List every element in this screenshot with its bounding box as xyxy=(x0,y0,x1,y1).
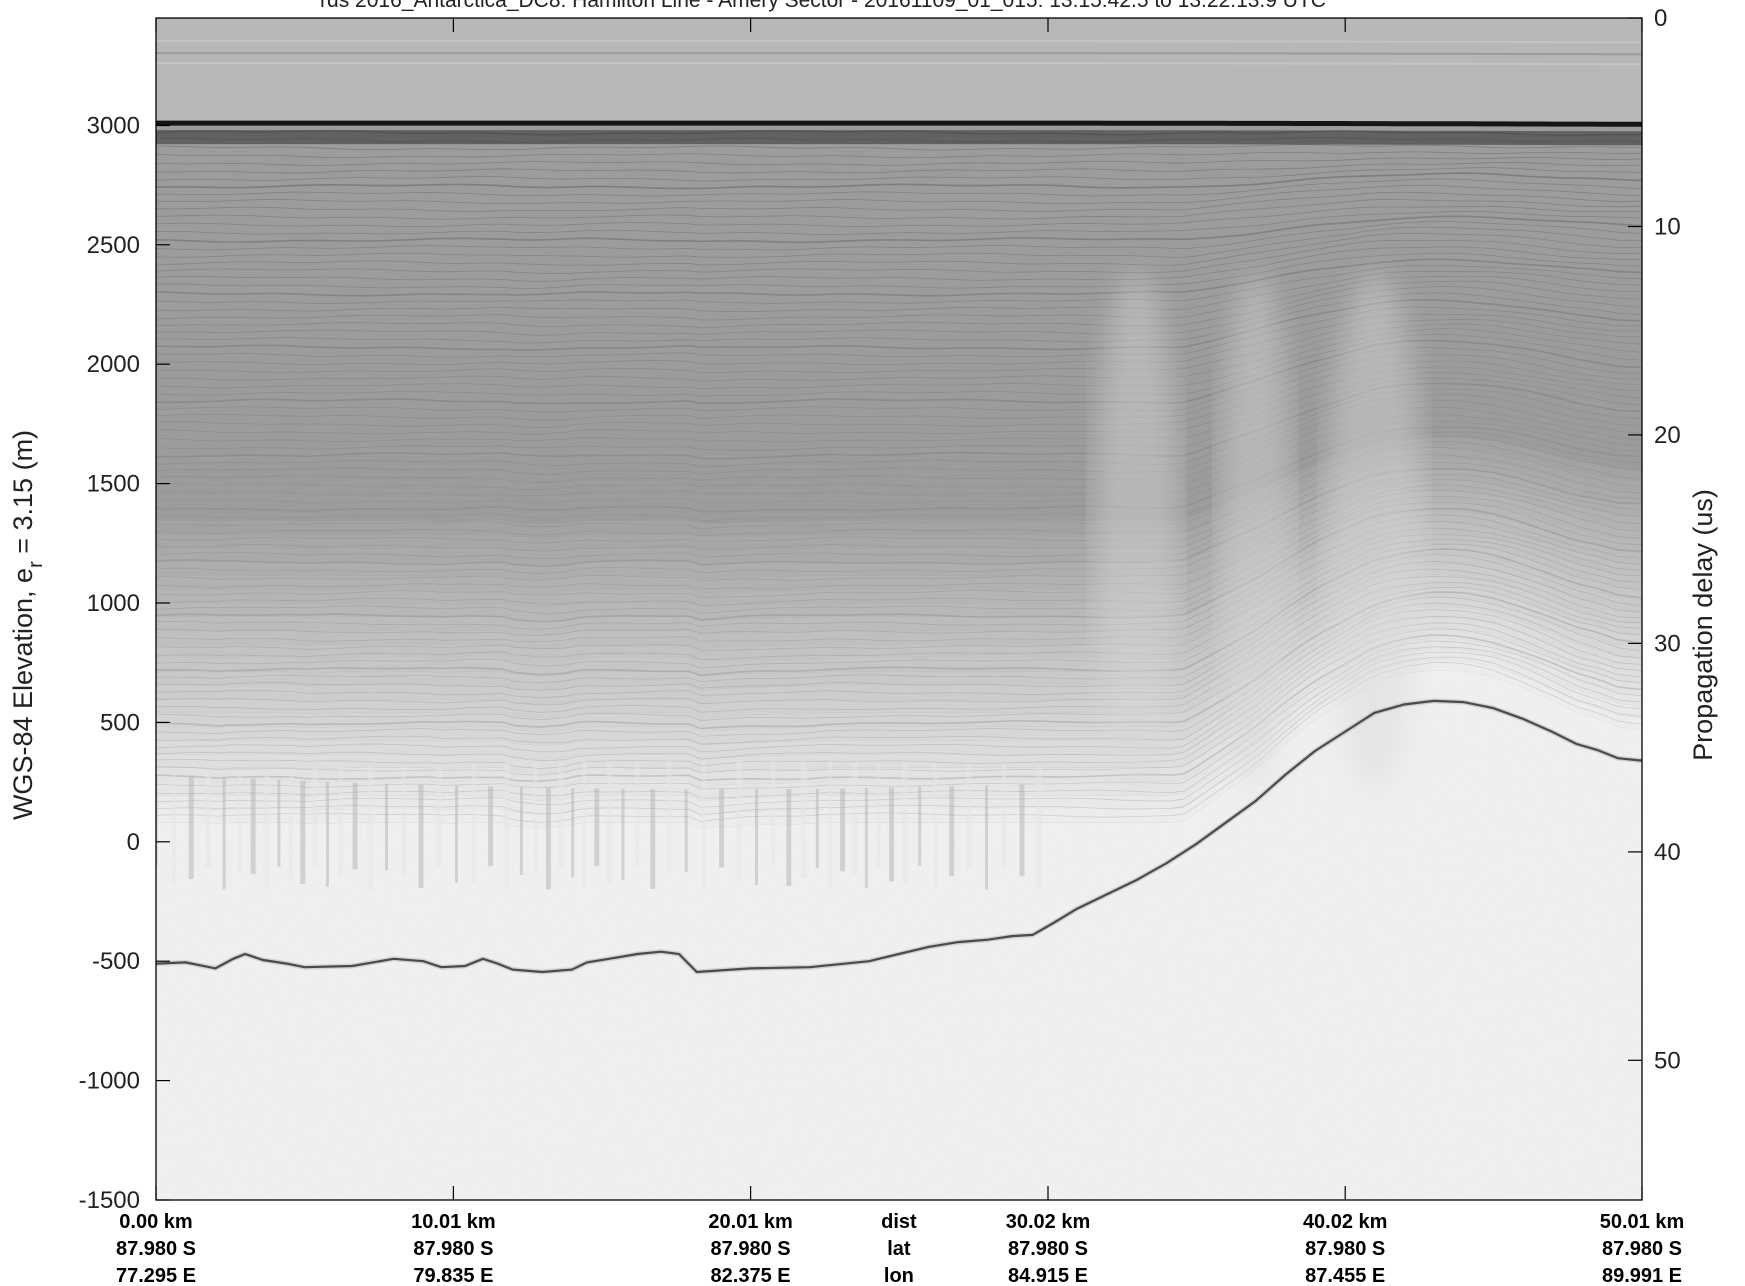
left-tick-label: 3000 xyxy=(87,113,140,140)
left-tick-label: -1000 xyxy=(79,1068,140,1095)
bed-reflector xyxy=(156,699,1642,974)
x-row-label-lat: lat xyxy=(887,1238,911,1260)
left-axis-title-subscript: r xyxy=(25,561,47,568)
ice-fade-band xyxy=(156,479,1642,594)
internal-layer xyxy=(156,240,1642,274)
surface-reflection-tail xyxy=(156,130,1642,146)
haze-column xyxy=(1326,271,1423,792)
left-axis-title-suffix: = 3.15 (m) xyxy=(8,430,38,561)
internal-layer xyxy=(156,280,1642,329)
internal-layer xyxy=(156,252,1642,289)
left-tick-label: 1000 xyxy=(87,590,140,617)
x-axis: 0.00 km 87.980 S 77.295 E 10.01 km 87.980 S 7… xyxy=(116,18,1684,1286)
left-tick-label: 1500 xyxy=(87,471,140,498)
internal-layer xyxy=(156,162,1642,174)
ice-fade-band xyxy=(156,500,1642,621)
internal-layer xyxy=(156,210,1642,235)
x-tick-label-lat: 87.980 S xyxy=(1008,1238,1088,1260)
left-axis: 3000 2500 2000 1500 1000 500 0 -500 -1000 -1500 xyxy=(79,113,170,1214)
x-tick-label-lat: 87.980 S xyxy=(711,1238,791,1260)
left-tick-label: -500 xyxy=(92,948,140,975)
haze-column xyxy=(1219,271,1292,792)
ice-fade-band xyxy=(156,574,1642,718)
right-tick-label: 30 xyxy=(1654,630,1681,657)
internal-layer xyxy=(156,199,1642,220)
haze-column xyxy=(1094,271,1179,792)
x-tick-label-dist: 50.01 km xyxy=(1600,1211,1685,1233)
x-tick-label-dist: 10.01 km xyxy=(411,1211,496,1233)
left-axis-title: WGS-84 Elevation, er = 3.15 (m) xyxy=(8,430,47,820)
x-tick-label-lat: 87.980 S xyxy=(1602,1238,1682,1260)
ice-fade-band xyxy=(156,627,1642,787)
x-tick-label-lat: 87.980 S xyxy=(413,1238,493,1260)
internal-layer xyxy=(156,167,1642,182)
x-tick-label-lon: 87.455 E xyxy=(1305,1265,1385,1286)
internal-layer xyxy=(156,215,1642,244)
air-band-line xyxy=(156,62,1642,66)
chart-title: rds 2016_Antarctica_DC8: Hamilton Line -… xyxy=(320,0,1326,12)
internal-layer xyxy=(156,264,1642,304)
x-tick-label-lon: 79.835 E xyxy=(413,1265,493,1286)
air-band-line xyxy=(156,52,1642,56)
right-tick-label: 40 xyxy=(1654,839,1681,866)
right-tick-label: 20 xyxy=(1654,422,1681,449)
x-tick-label-dist: 30.02 km xyxy=(1006,1211,1091,1233)
x-tick-label-lon: 82.375 E xyxy=(711,1265,791,1286)
internal-layer xyxy=(156,178,1642,197)
left-tick-label: 2500 xyxy=(87,232,140,259)
internal-layer xyxy=(156,233,1642,266)
left-tick-label: -1500 xyxy=(79,1187,140,1214)
internal-layer xyxy=(156,157,1642,166)
air-band xyxy=(156,18,1642,125)
ice-fade-band xyxy=(156,553,1642,691)
x-tick-label-dist: 40.02 km xyxy=(1303,1211,1388,1233)
ice-fade-band xyxy=(156,617,1642,774)
x-tick-label-lon: 77.295 E xyxy=(116,1265,196,1286)
left-tick-label: 500 xyxy=(100,709,140,736)
internal-layer xyxy=(156,221,1642,251)
ice-fade-band xyxy=(156,521,1642,649)
plot-frame xyxy=(155,17,1643,1201)
internal-layer xyxy=(156,246,1642,282)
x-row-label-dist: dist xyxy=(881,1211,917,1233)
x-tick-label-dist: 0.00 km xyxy=(119,1211,192,1233)
ice-fade-band xyxy=(156,564,1642,704)
ice-fade-band xyxy=(156,468,1642,580)
ice-fade-band xyxy=(156,437,1642,538)
air-band-line xyxy=(156,40,1642,44)
right-tick-label: 0 xyxy=(1654,5,1667,32)
internal-layer xyxy=(156,258,1642,297)
ice-fade-band xyxy=(156,490,1642,607)
right-axis: 0 10 20 30 40 50 xyxy=(1628,5,1681,1074)
internal-layer xyxy=(156,172,1642,190)
internal-layers xyxy=(156,18,1642,890)
x-row-label-lon: lon xyxy=(884,1265,914,1286)
internal-layer xyxy=(156,144,1642,151)
x-tick-label-lon: 84.915 E xyxy=(1008,1265,1088,1286)
ice-fade-band xyxy=(156,606,1642,760)
internal-layer xyxy=(156,151,1642,159)
x-tick-label-dist: 20.01 km xyxy=(708,1211,793,1233)
right-tick-label: 50 xyxy=(1654,1047,1681,1074)
x-tick-label-lat: 87.980 S xyxy=(116,1238,196,1260)
ice-fade-band xyxy=(156,447,1642,552)
x-tick-label-lon: 89.991 E xyxy=(1602,1265,1682,1286)
left-tick-label: 2000 xyxy=(87,351,140,378)
left-axis-title-main: WGS-84 Elevation, e xyxy=(8,568,38,820)
x-tick-label-lat: 87.980 S xyxy=(1305,1238,1385,1260)
internal-layer xyxy=(156,185,1642,205)
right-axis-title: Propagation delay (us) xyxy=(1688,489,1718,761)
surface-reflection xyxy=(156,120,1642,127)
internal-layer xyxy=(156,275,1642,321)
internal-layer xyxy=(156,286,1642,336)
internal-layer xyxy=(156,205,1642,227)
plot-area xyxy=(156,18,1642,1200)
internal-layer xyxy=(156,226,1642,258)
internal-layer xyxy=(156,191,1642,212)
ice-fade-band xyxy=(156,596,1642,746)
internal-layer xyxy=(156,270,1642,313)
left-tick-label: 0 xyxy=(127,829,140,856)
right-tick-label: 10 xyxy=(1654,214,1681,241)
